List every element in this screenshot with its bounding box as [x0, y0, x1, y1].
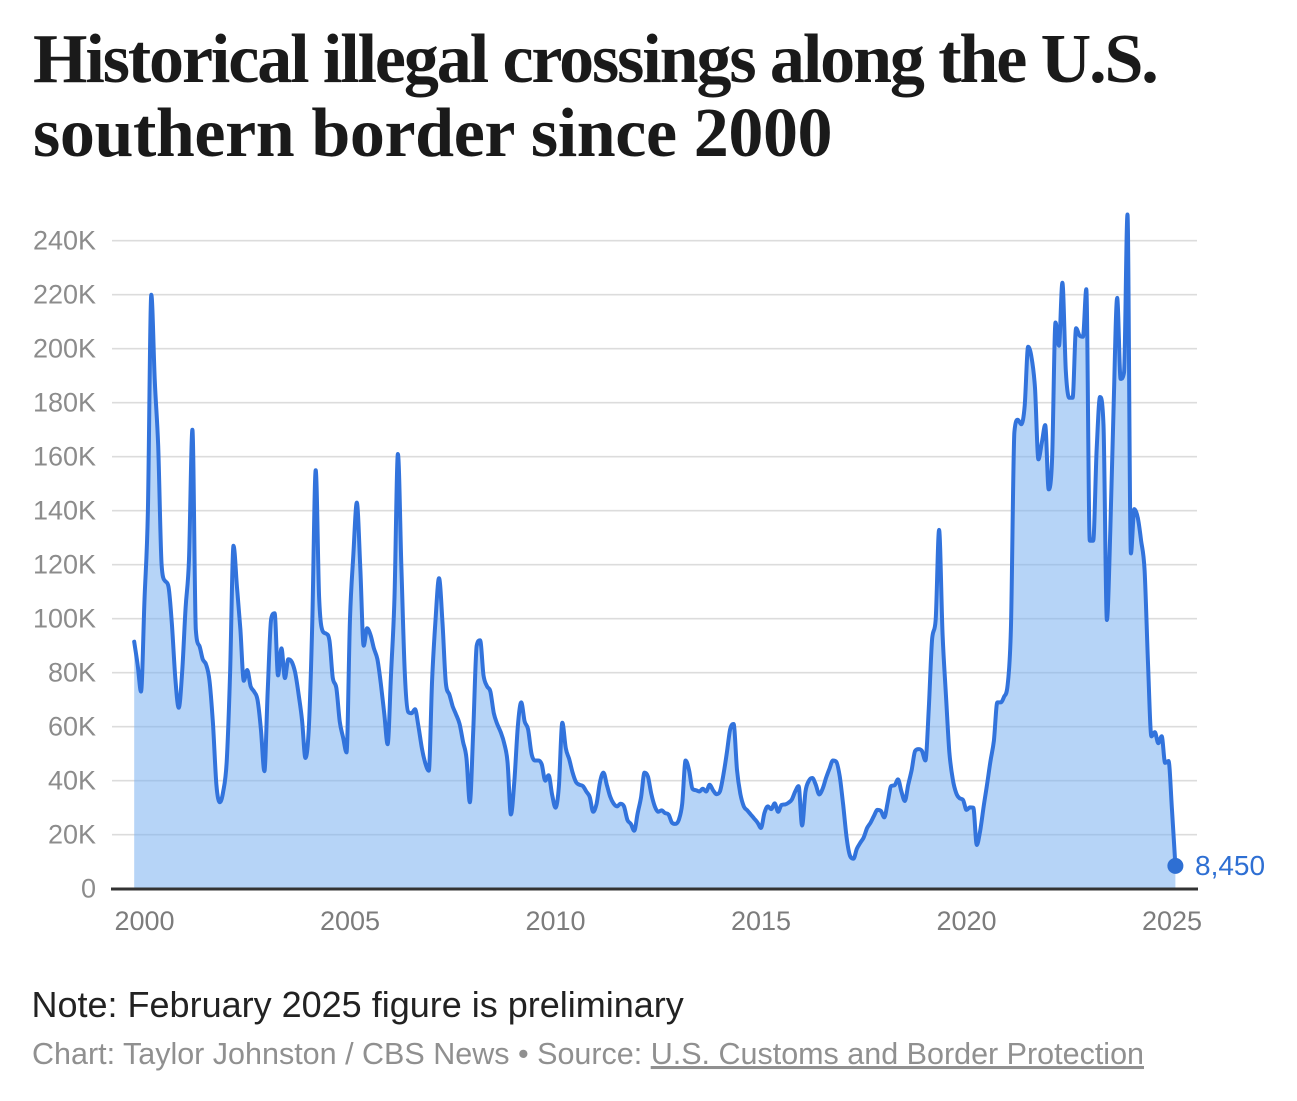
- svg-text:2010: 2010: [525, 906, 585, 936]
- svg-text:8,450: 8,450: [1195, 850, 1265, 881]
- svg-text:240K: 240K: [33, 226, 96, 256]
- svg-text:2020: 2020: [936, 906, 996, 936]
- svg-text:40K: 40K: [48, 766, 96, 796]
- svg-text:southern border since 2000: southern border since 2000: [33, 95, 832, 172]
- svg-text:Historical illegal crossings a: Historical illegal crossings along the U…: [33, 21, 1157, 98]
- svg-text:Note: February 2025 figure is: Note: February 2025 figure is preliminar…: [32, 984, 684, 1025]
- svg-text:2000: 2000: [114, 906, 174, 936]
- svg-text:2005: 2005: [320, 906, 380, 936]
- svg-text:120K: 120K: [33, 550, 96, 580]
- svg-text:100K: 100K: [33, 604, 96, 634]
- svg-text:200K: 200K: [33, 334, 96, 364]
- svg-text:Chart: Taylor Johnston / CBS N: Chart: Taylor Johnston / CBS News • Sour…: [32, 1037, 1144, 1071]
- svg-text:20K: 20K: [48, 820, 96, 850]
- svg-text:160K: 160K: [33, 442, 96, 472]
- svg-text:2015: 2015: [731, 906, 791, 936]
- svg-text:2025: 2025: [1142, 906, 1202, 936]
- svg-text:0: 0: [81, 874, 96, 904]
- svg-text:140K: 140K: [33, 496, 96, 526]
- svg-text:220K: 220K: [33, 280, 96, 310]
- svg-text:60K: 60K: [48, 712, 96, 742]
- svg-text:80K: 80K: [48, 658, 96, 688]
- svg-text:180K: 180K: [33, 388, 96, 418]
